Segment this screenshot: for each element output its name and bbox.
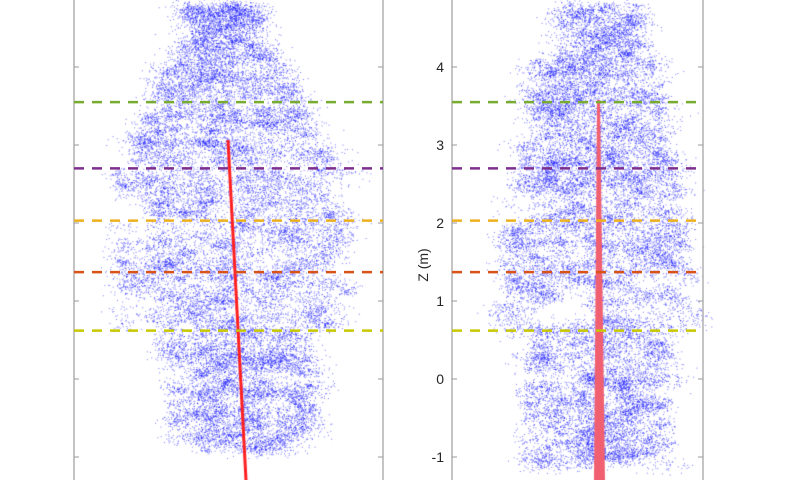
- y-tick-label: 4: [436, 59, 444, 75]
- y-tick-label: 2: [436, 215, 444, 231]
- y-tick-label: 0: [436, 371, 444, 387]
- y-axis-label: Z (m): [415, 248, 431, 281]
- y-tick-label: 1: [436, 293, 444, 309]
- y-tick-label: -1: [432, 449, 445, 465]
- y-tick-label: 3: [436, 137, 444, 153]
